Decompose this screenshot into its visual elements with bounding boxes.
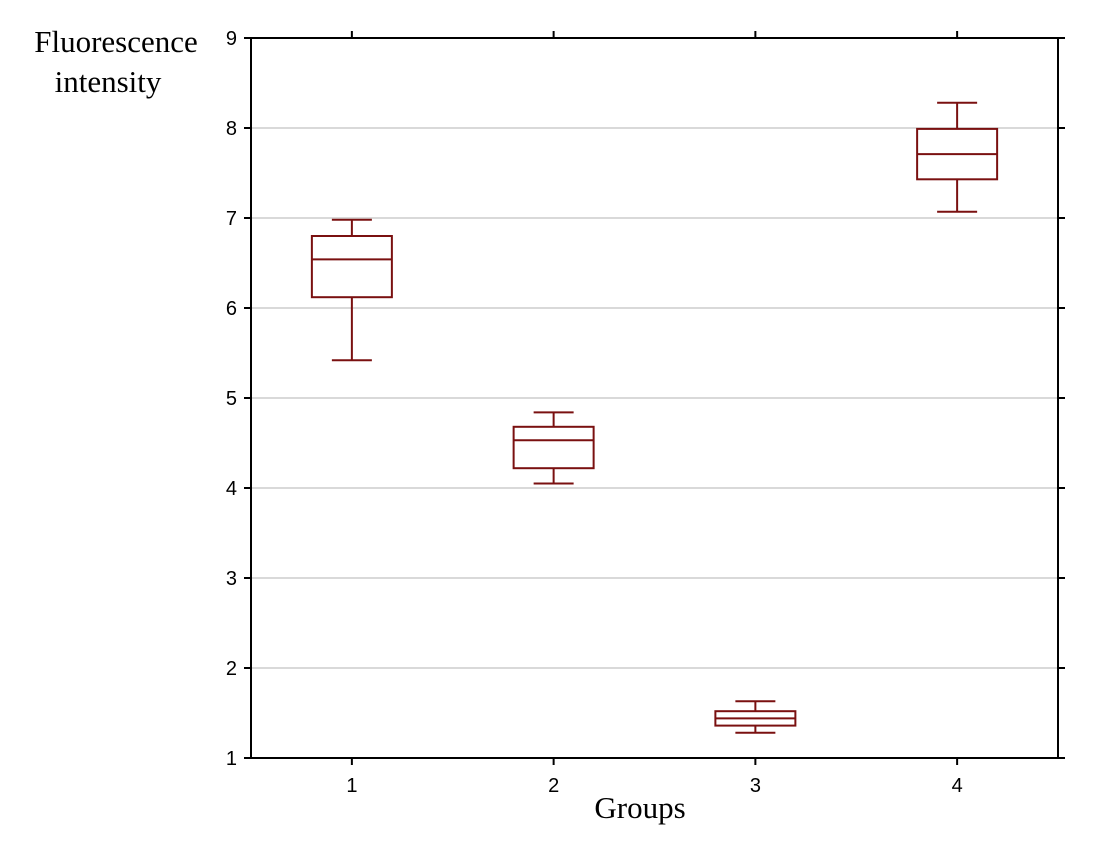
y-tick-label: 1 xyxy=(226,748,237,770)
box-group-4 xyxy=(916,101,999,213)
x-tick-label: 1 xyxy=(346,775,357,797)
y-tick-label: 5 xyxy=(226,388,237,410)
y-axis-label-line-1: Fluorescence xyxy=(34,24,198,59)
box-iqr xyxy=(310,235,393,299)
box-plot-series xyxy=(310,101,999,734)
y-tick-label: 7 xyxy=(226,208,237,230)
x-tick-label: 4 xyxy=(952,775,963,797)
x-axis-label: Groups xyxy=(594,790,685,825)
box-iqr xyxy=(512,425,595,470)
box-group-2 xyxy=(512,411,595,485)
y-tick-label: 4 xyxy=(226,478,237,500)
x-tick-label: 2 xyxy=(548,775,559,797)
y-tick-label: 9 xyxy=(226,28,237,50)
y-axis-ticks: 1 2 3 4 5 6 7 8 9 xyxy=(226,28,1065,770)
box-group-1 xyxy=(310,218,393,362)
grid-lines xyxy=(251,127,1058,669)
y-tick-label: 3 xyxy=(226,568,237,590)
x-tick-label: 3 xyxy=(750,775,761,797)
box-group-3 xyxy=(714,700,797,734)
y-tick-label: 6 xyxy=(226,298,237,320)
x-axis-ticks: 1 2 3 4 xyxy=(346,31,963,797)
y-tick-label: 8 xyxy=(226,118,237,140)
y-axis-label-line-2: intensity xyxy=(55,64,162,99)
y-tick-label: 2 xyxy=(226,658,237,680)
